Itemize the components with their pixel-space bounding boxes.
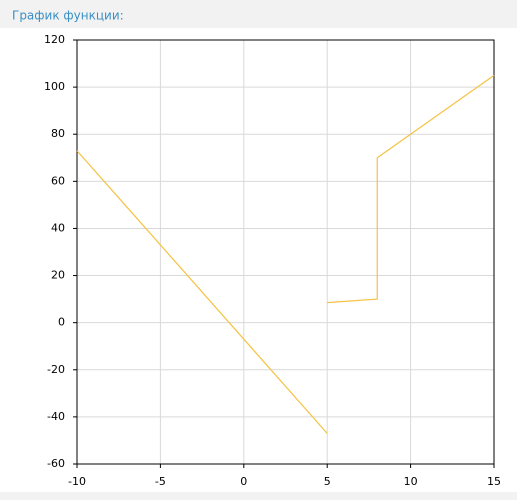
- plot-frame: [76, 39, 495, 465]
- x-tick-label: 10: [404, 475, 418, 488]
- x-tick-label: -10: [68, 475, 86, 488]
- x-tick-label: 15: [487, 475, 501, 488]
- y-tick-label: 0: [58, 316, 65, 329]
- x-tick-label: 5: [324, 475, 331, 488]
- line-series: [76, 74, 495, 434]
- x-tick-label: -5: [155, 475, 166, 488]
- y-tick-label: 40: [51, 221, 65, 234]
- y-tick-label: 20: [51, 269, 65, 282]
- y-tick-label: 120: [44, 33, 65, 46]
- footer-bar: [0, 492, 517, 500]
- header-bar: [0, 0, 517, 28]
- y-tick-label: -60: [47, 457, 65, 470]
- x-tick-label: 0: [240, 475, 247, 488]
- chart-title: График функции:: [12, 9, 124, 23]
- y-tick-label: 80: [51, 127, 65, 140]
- y-tick-label: 60: [51, 174, 65, 187]
- y-tick-label: 100: [44, 80, 65, 93]
- y-tick-label: -20: [47, 363, 65, 376]
- y-tick-label: -40: [47, 410, 65, 423]
